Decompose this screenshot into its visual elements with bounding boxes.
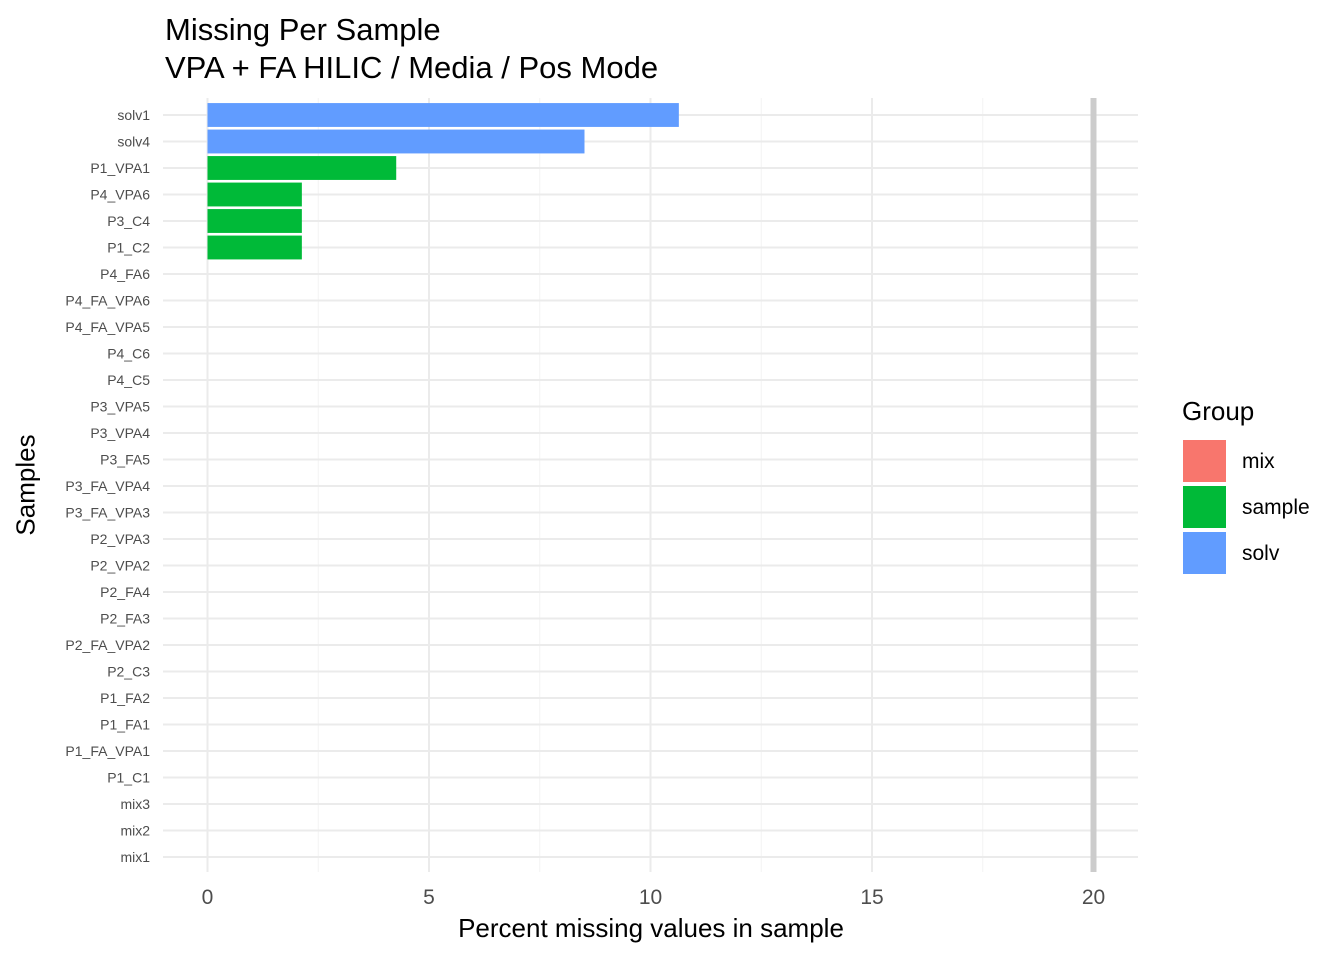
legend-label-sample: sample (1242, 496, 1310, 519)
legend-key-solv (1183, 532, 1226, 574)
bar (207, 209, 302, 233)
y-tick-label: P4_VPA6 (90, 187, 150, 203)
legend-title: Group (1182, 396, 1255, 426)
y-tick-label: P2_FA4 (100, 584, 150, 600)
y-tick-label: P1_VPA1 (90, 160, 150, 176)
y-tick-label: P4_FA_VPA6 (65, 293, 150, 309)
y-tick-label: mix3 (120, 796, 150, 812)
y-tick-label: P2_VPA3 (90, 531, 150, 547)
y-tick-label: P3_C4 (107, 213, 150, 229)
x-tick-label: 5 (423, 886, 435, 909)
x-tick-label: 10 (639, 886, 662, 909)
y-tick-label: P3_VPA5 (90, 399, 150, 415)
y-tick-label: P4_C5 (107, 372, 150, 388)
y-tick-label: P1_FA_VPA1 (65, 743, 150, 759)
y-axis-label: Samples (10, 434, 41, 536)
bar (207, 156, 397, 180)
x-tick-label: 0 (202, 886, 214, 909)
chart-subtitle: VPA + FA HILIC / Media / Pos Mode (165, 50, 659, 85)
y-tick-label: P2_FA3 (100, 611, 150, 627)
bar (207, 103, 679, 127)
legend-key-sample (1183, 486, 1226, 528)
x-tick-label: 15 (860, 886, 883, 909)
bar (207, 235, 302, 260)
y-tick-label: P4_C6 (107, 346, 150, 362)
y-tick-label: P2_VPA2 (90, 558, 150, 574)
y-tick-label: P1_FA2 (100, 690, 150, 706)
y-tick-label: mix1 (120, 849, 150, 865)
y-tick-labels: solv1 solv4 P1_VPA1 P4_VPA6 P3_C4 P1_C2 P4_FA6… (65, 107, 150, 865)
bar (207, 129, 585, 154)
y-tick-label: P1_FA1 (100, 717, 150, 733)
legend-label-solv: solv (1242, 542, 1280, 565)
y-tick-label: P3_VPA4 (90, 425, 150, 441)
y-tick-label: P2_C3 (107, 664, 150, 680)
y-tick-label: P4_FA6 (100, 266, 150, 282)
bars (207, 103, 679, 260)
x-tick-label: 20 (1082, 886, 1105, 909)
x-axis-label: Percent missing values in sample (458, 913, 844, 943)
y-tick-label: P4_FA_VPA5 (65, 319, 150, 335)
legend-label-mix: mix (1242, 450, 1275, 473)
x-tick-labels: 0 5 10 15 20 (202, 886, 1106, 909)
chart-title: Missing Per Sample (165, 12, 441, 47)
y-tick-label: solv4 (117, 134, 150, 150)
y-tick-label: P2_FA_VPA2 (65, 637, 150, 653)
y-tick-label: P3_FA5 (100, 452, 150, 468)
y-tick-label: P3_FA_VPA3 (65, 505, 150, 521)
y-tick-label: solv1 (117, 107, 150, 123)
bar (207, 182, 302, 207)
y-tick-label: mix2 (120, 823, 150, 839)
legend-key-mix (1183, 440, 1226, 482)
y-tick-label: P1_C2 (107, 240, 150, 256)
grid-lines (163, 98, 1138, 872)
y-tick-label: P3_FA_VPA4 (65, 478, 150, 494)
y-tick-label: P1_C1 (107, 770, 150, 786)
